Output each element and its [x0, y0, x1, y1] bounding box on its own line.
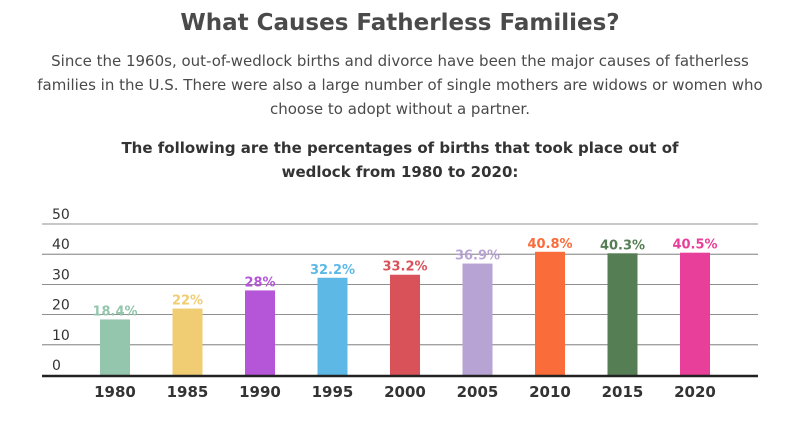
bar-1995: [317, 277, 348, 375]
page-title: What Causes Fatherless Families?: [180, 10, 620, 36]
data-label-2010: 40.8%: [527, 237, 572, 252]
x-tick-label-2010: 2010: [529, 383, 571, 401]
x-tick-label-1985: 1985: [167, 383, 209, 401]
bar-2005: [462, 263, 493, 375]
data-label-2020: 40.5%: [672, 238, 717, 253]
y-tick-label: 30: [52, 267, 70, 283]
x-tick-label-2000: 2000: [384, 383, 426, 401]
data-label-1990: 28%: [244, 275, 275, 290]
x-tick-label-1980: 1980: [94, 383, 136, 401]
y-tick-label: 10: [52, 328, 70, 344]
bar-2010: [535, 251, 565, 375]
y-tick-label: 50: [52, 207, 70, 223]
data-label-1995: 32.2%: [310, 263, 355, 278]
x-tick-label-1995: 1995: [312, 383, 354, 401]
page-subtitle: Since the 1960s, out-of-wedlock births a…: [37, 52, 763, 118]
y-tick-label: 0: [52, 358, 61, 374]
y-tick-label: 40: [52, 237, 70, 253]
bar-2020: [680, 252, 710, 375]
bar-2000: [390, 274, 420, 375]
x-tick-label-1990: 1990: [239, 383, 281, 401]
bar-1980: [100, 319, 130, 375]
x-tick-label-2020: 2020: [674, 383, 716, 401]
data-label-1980: 18.4%: [92, 304, 137, 319]
data-label-2015: 40.3%: [600, 238, 645, 253]
chart-title: The following are the percentages of bir…: [121, 139, 679, 181]
data-label-2005: 36.9%: [455, 249, 500, 264]
bar-2015: [607, 253, 638, 375]
data-label-1985: 22%: [172, 294, 203, 309]
y-tick-label: 20: [52, 298, 70, 314]
x-tick-label-2015: 2015: [602, 383, 644, 401]
bar-1985: [172, 308, 203, 375]
data-label-2000: 33.2%: [382, 260, 427, 275]
x-tick-label-2005: 2005: [457, 383, 499, 401]
bar-1990: [245, 290, 275, 375]
